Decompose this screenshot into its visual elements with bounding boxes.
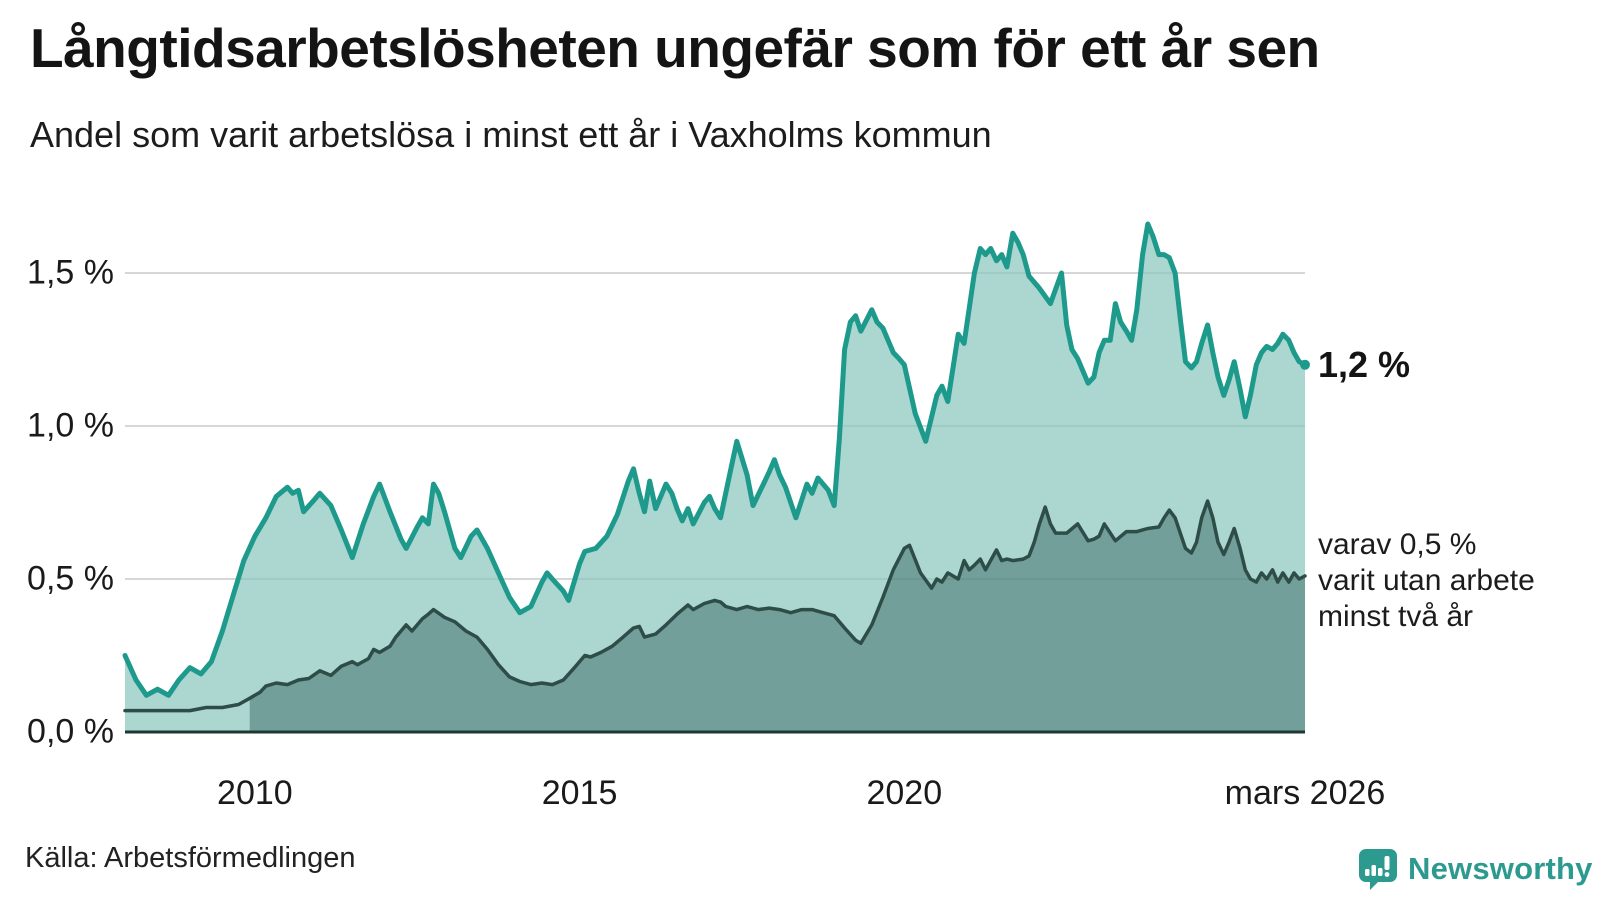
source-note: Källa: Arbetsförmedlingen (25, 842, 356, 874)
newsworthy-wordmark: Newsworthy (1408, 851, 1593, 886)
primary-series-line (122, 221, 1308, 698)
y-axis-tick-label: 0,0 % (27, 712, 114, 751)
secondary-annotation-line-3: minst två år (1318, 600, 1474, 633)
newsworthy-bubble-icon (1359, 849, 1397, 890)
secondary-annotation-line-2: varit utan arbete (1318, 564, 1535, 597)
y-axis-tick-label: 1,0 % (27, 406, 114, 445)
secondary-series-area (249, 501, 1306, 732)
secondary-series-line (123, 499, 1307, 713)
x-axis-tick-label: mars 2026 (1224, 774, 1386, 812)
x-axis-tick-label: 2010 (217, 774, 293, 812)
y-axis-tick-label: 0,5 % (27, 559, 114, 598)
secondary-annotation-line-1: varav 0,5 % (1318, 528, 1477, 561)
y-axis-tick-label: 1,5 % (27, 253, 114, 292)
x-axis-tick-label: 2020 (866, 774, 943, 812)
x-axis-tick-label: 2015 (541, 774, 618, 812)
secondary-series-annotation: varav 0,5 % varit utan arbete minst två … (1318, 527, 1535, 635)
newsworthy-logo: Newsworthy (1358, 848, 1593, 890)
series-end-dot (1300, 359, 1310, 370)
series-end-value-label: 1,2 % (1318, 344, 1411, 385)
chart-subtitle: Andel som varit arbetslösa i minst ett å… (30, 114, 992, 155)
chart-title: Långtidsarbetslösheten ungefär som för e… (30, 17, 1320, 79)
